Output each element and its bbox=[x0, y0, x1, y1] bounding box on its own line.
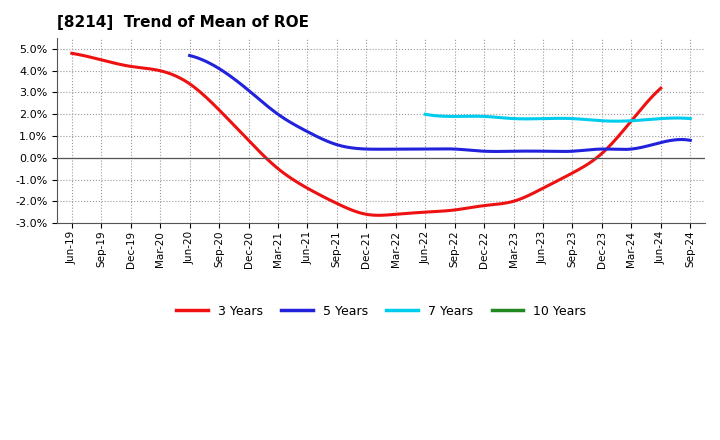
7 Years bbox=[662, 116, 670, 121]
3 Years bbox=[418, 209, 427, 215]
5 Years bbox=[482, 149, 490, 154]
7 Years bbox=[583, 117, 592, 122]
Text: [8214]  Trend of Mean of ROE: [8214] Trend of Mean of ROE bbox=[57, 15, 309, 30]
3 Years bbox=[603, 145, 612, 150]
7 Years bbox=[686, 116, 695, 121]
3 Years bbox=[69, 51, 78, 56]
Line: 7 Years: 7 Years bbox=[426, 114, 690, 121]
3 Years bbox=[657, 85, 665, 91]
7 Years bbox=[579, 117, 588, 122]
5 Years bbox=[185, 53, 194, 58]
Legend: 3 Years, 5 Years, 7 Years, 10 Years: 3 Years, 5 Years, 7 Years, 10 Years bbox=[171, 300, 591, 323]
7 Years bbox=[422, 112, 431, 117]
7 Years bbox=[613, 118, 621, 124]
7 Years bbox=[645, 117, 654, 122]
5 Years bbox=[483, 149, 492, 154]
5 Years bbox=[641, 144, 649, 149]
3 Years bbox=[566, 172, 575, 177]
Line: 3 Years: 3 Years bbox=[72, 53, 661, 215]
5 Years bbox=[187, 53, 196, 59]
3 Years bbox=[68, 51, 76, 56]
3 Years bbox=[420, 209, 428, 215]
7 Years bbox=[421, 112, 430, 117]
5 Years bbox=[686, 138, 695, 143]
Line: 5 Years: 5 Years bbox=[189, 55, 690, 151]
5 Years bbox=[492, 149, 500, 154]
5 Years bbox=[609, 147, 618, 152]
7 Years bbox=[578, 117, 587, 122]
5 Years bbox=[557, 149, 566, 154]
3 Years bbox=[430, 209, 438, 214]
3 Years bbox=[375, 213, 384, 218]
